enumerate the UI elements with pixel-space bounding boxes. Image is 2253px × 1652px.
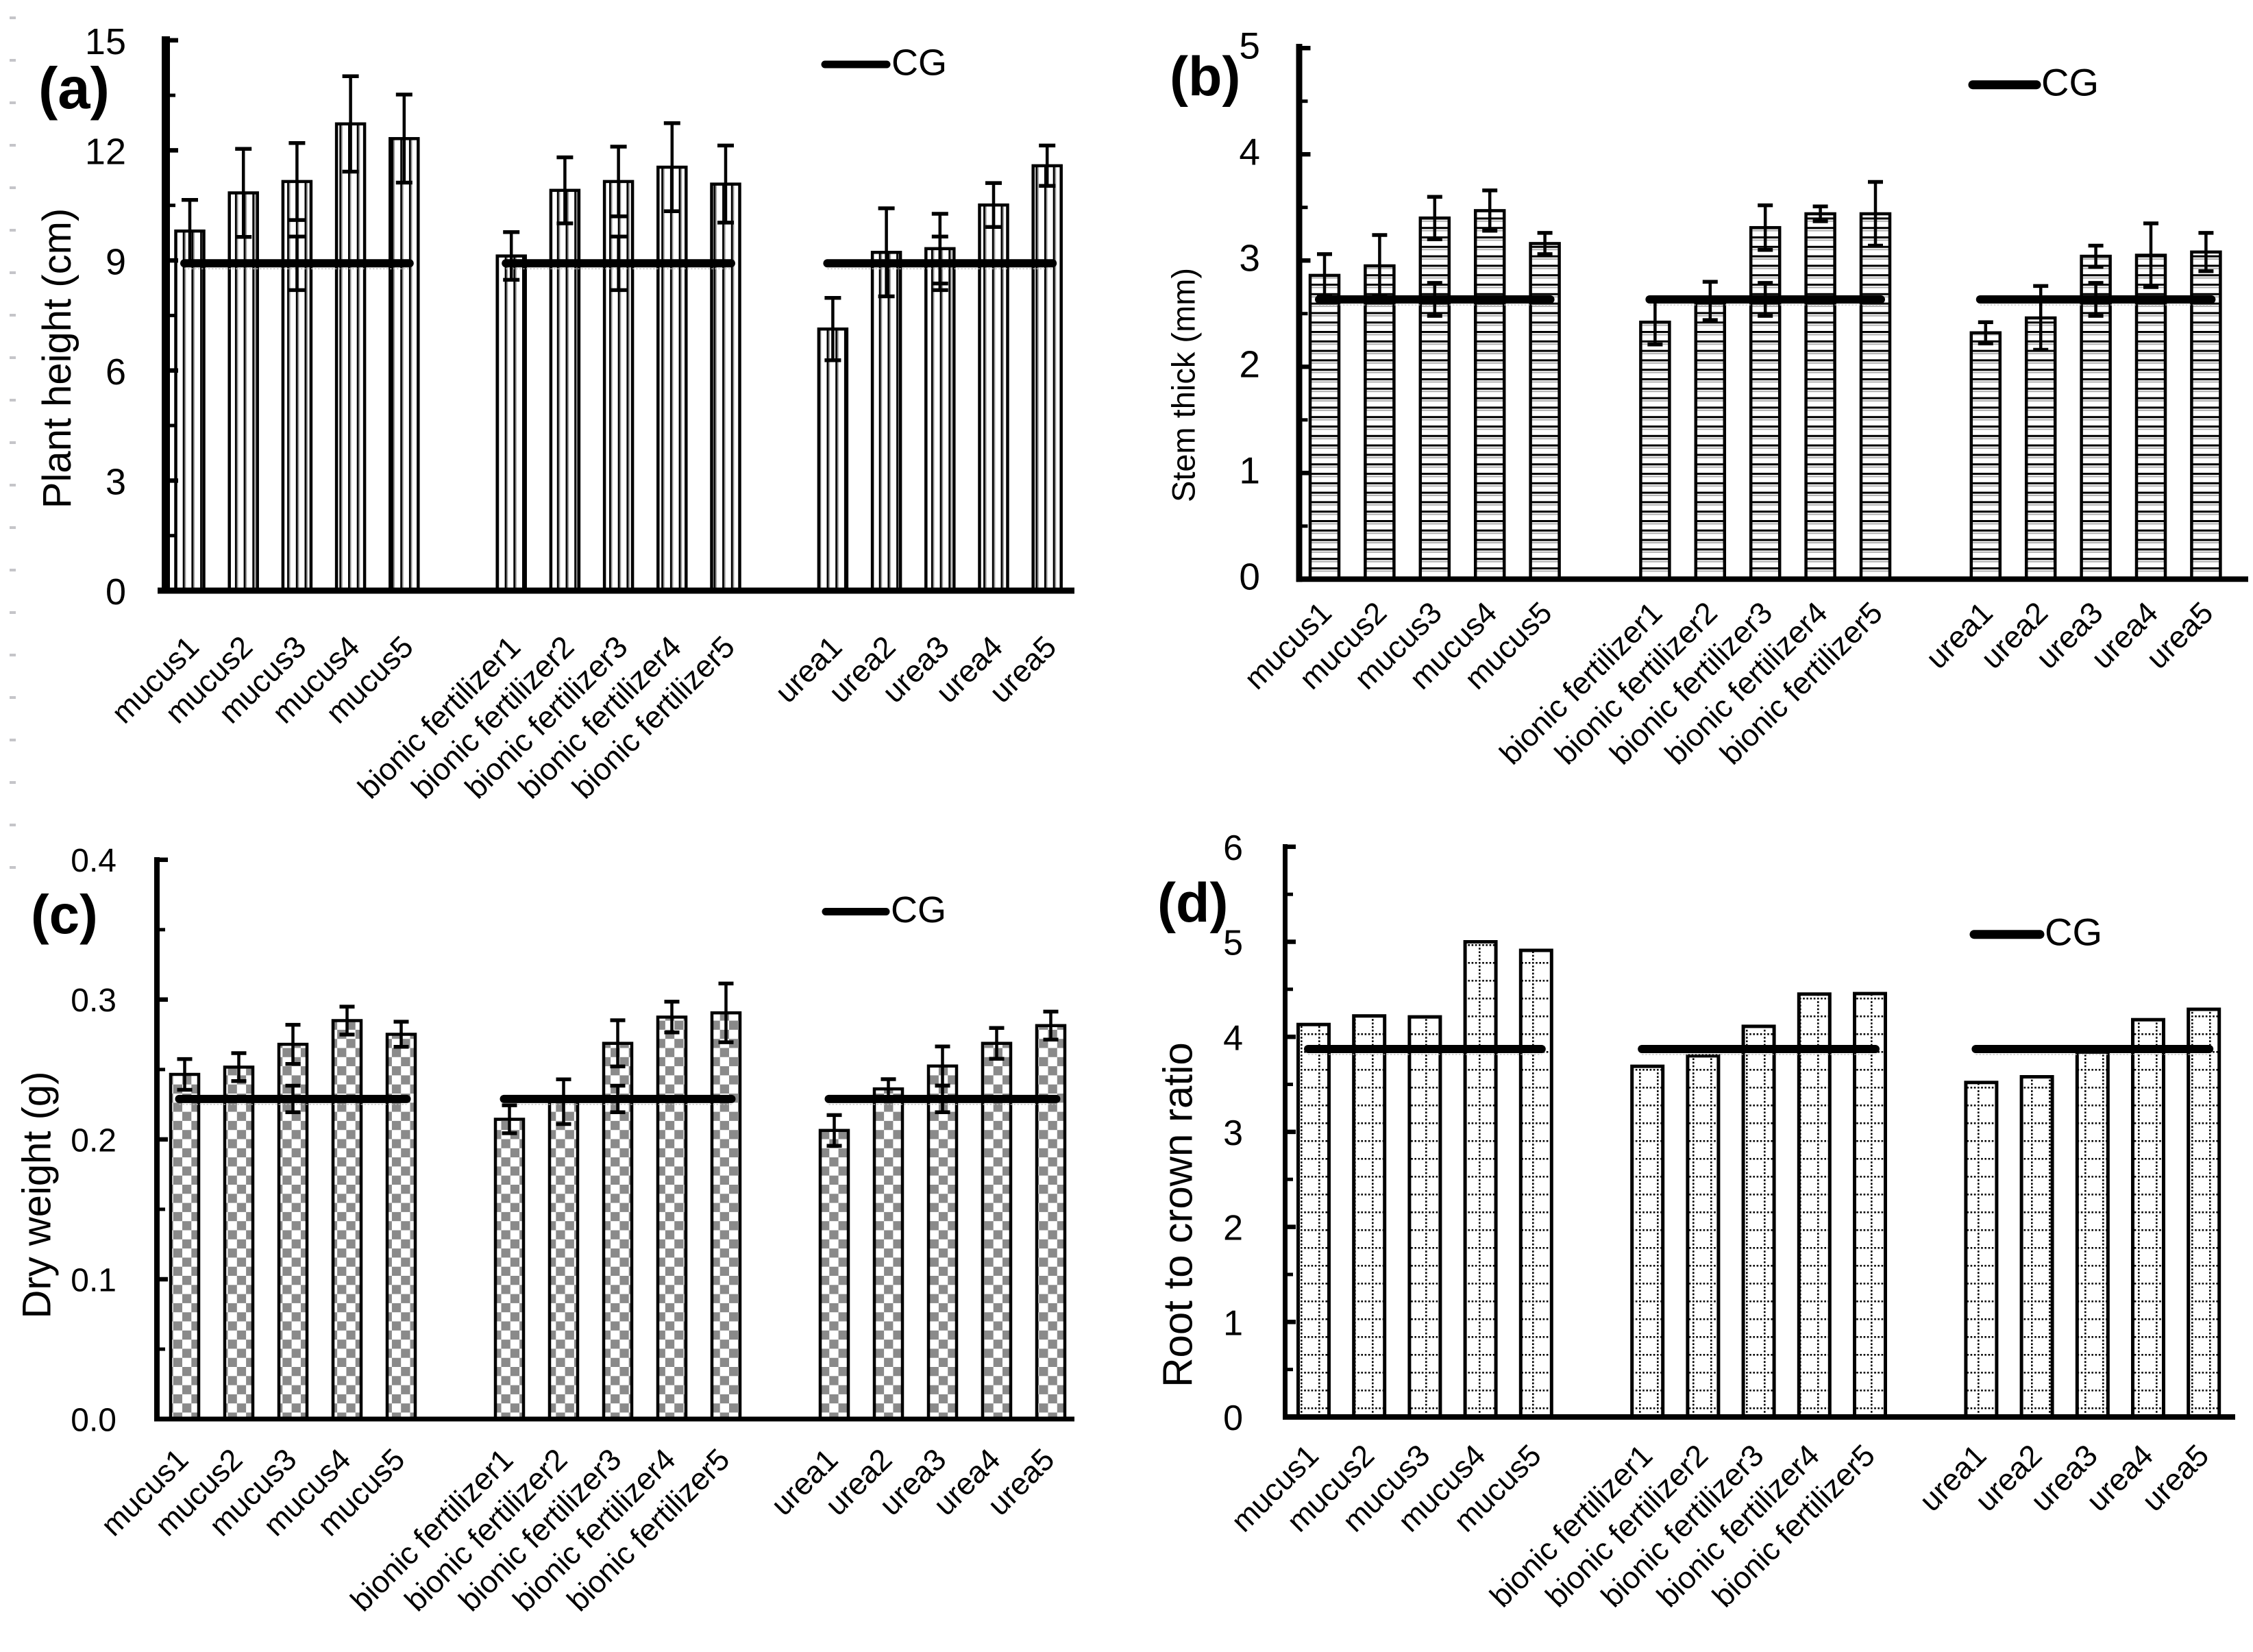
svg-text:0: 0 [1223,1398,1243,1438]
svg-text:CG: CG [891,42,947,84]
svg-text:0: 0 [106,571,126,613]
svg-text:0.3: 0.3 [71,983,116,1019]
svg-text:3: 3 [1239,236,1260,279]
svg-text:3: 3 [1223,1113,1243,1153]
svg-text:0.4: 0.4 [71,843,116,879]
svg-text:1: 1 [1223,1303,1243,1343]
svg-text:(d): (d) [1157,872,1228,934]
svg-text:6: 6 [1223,828,1243,868]
svg-text:0: 0 [1239,556,1260,598]
svg-text:Root to crown ratio: Root to crown ratio [1155,1042,1201,1388]
svg-text:(a): (a) [38,56,110,121]
svg-text:12: 12 [85,132,126,173]
svg-text:Plant height (cm): Plant height (cm) [35,208,79,508]
svg-text:CG: CG [2045,911,2102,954]
svg-text:9: 9 [106,241,126,282]
svg-text:2: 2 [1239,343,1260,386]
svg-text:1: 1 [1239,449,1260,492]
svg-text:Dry weight (g): Dry weight (g) [15,1072,60,1319]
svg-text:4: 4 [1223,1018,1243,1058]
svg-text:0.2: 0.2 [71,1122,116,1159]
svg-text:CG: CG [2041,61,2099,104]
svg-text:(b): (b) [1170,46,1240,108]
svg-text:15: 15 [85,21,126,62]
svg-text:2: 2 [1223,1209,1243,1248]
svg-text:3: 3 [106,462,126,503]
svg-text:5: 5 [1223,924,1243,963]
svg-text:6: 6 [106,352,126,393]
svg-text:Stem thick (mm): Stem thick (mm) [1166,268,1202,502]
svg-text:4: 4 [1239,130,1260,173]
svg-text:CG: CG [891,889,946,930]
svg-text:(c): (c) [31,884,98,945]
svg-text:0.1: 0.1 [71,1262,116,1298]
svg-text:0.0: 0.0 [71,1402,116,1438]
svg-text:5: 5 [1239,24,1260,66]
